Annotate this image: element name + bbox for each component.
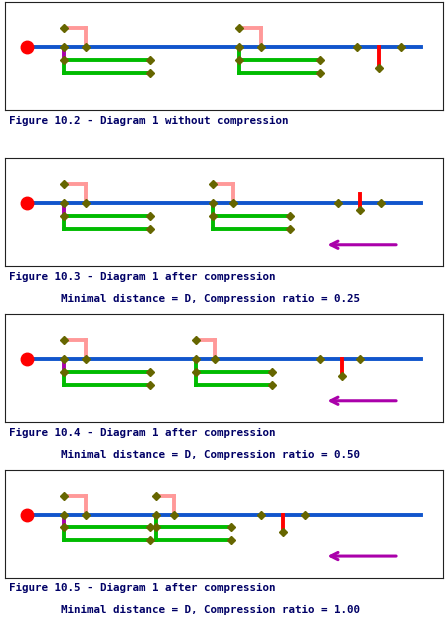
Text: Figure 10.5 - Diagram 1 after compression: Figure 10.5 - Diagram 1 after compressio…	[9, 583, 276, 593]
Text: Figure 10.2 - Diagram 1 without compression: Figure 10.2 - Diagram 1 without compress…	[9, 116, 289, 126]
Text: Figure 10.4 - Diagram 1 after compression: Figure 10.4 - Diagram 1 after compressio…	[9, 428, 276, 438]
Text: Minimal distance = D, Compression ratio = 0.50: Minimal distance = D, Compression ratio …	[9, 449, 360, 460]
Text: Minimal distance = D, Compression ratio = 0.25: Minimal distance = D, Compression ratio …	[9, 294, 360, 304]
Text: Minimal distance = D, Compression ratio = 1.00: Minimal distance = D, Compression ratio …	[9, 605, 360, 615]
Text: Figure 10.3 - Diagram 1 after compression: Figure 10.3 - Diagram 1 after compressio…	[9, 272, 276, 282]
